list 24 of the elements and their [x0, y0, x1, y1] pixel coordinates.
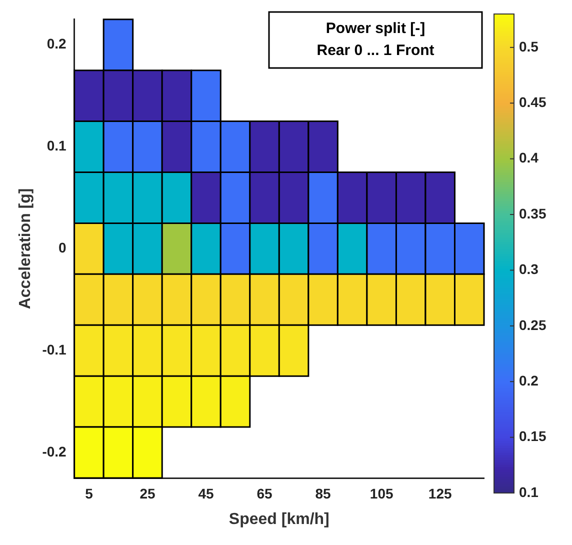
x-tick-label: 105 — [370, 485, 394, 502]
y-tick-label: 0 — [58, 240, 67, 256]
color-bar-label: 0.4 — [519, 150, 539, 166]
color-bar-title: Power split [-] Rear 0 ... 1 Front — [316, 20, 434, 60]
y-tick-label: -0.1 — [42, 341, 67, 358]
y-tick-label: 0.2 — [46, 36, 67, 52]
color-bar-label: 0.15 — [519, 428, 546, 444]
x-tick-label: 5 — [85, 485, 94, 502]
color-bar-label: 0.1 — [519, 484, 539, 500]
color-bar-label: 0.2 — [519, 372, 539, 388]
color-bar-label: 0.25 — [519, 316, 546, 333]
x-axis-title: Speed [km/h] — [228, 510, 330, 528]
y-tick-label: 0.1 — [46, 138, 67, 154]
y-axis-title: Acceleration [g] — [17, 188, 34, 310]
color-bar-label: 0.45 — [519, 94, 546, 110]
x-tick-label: 45 — [198, 485, 214, 502]
x-tick-label: 25 — [140, 485, 156, 502]
x-tick-label: 65 — [256, 485, 273, 502]
color-bar-label: 0.35 — [519, 205, 546, 222]
color-bar-label: 0.5 — [519, 38, 539, 54]
x-tick-label: 85 — [315, 485, 332, 502]
y-tick-label: -0.2 — [42, 443, 67, 460]
color-bar-label: 0.3 — [519, 261, 539, 278]
x-tick-label: 125 — [428, 485, 452, 502]
